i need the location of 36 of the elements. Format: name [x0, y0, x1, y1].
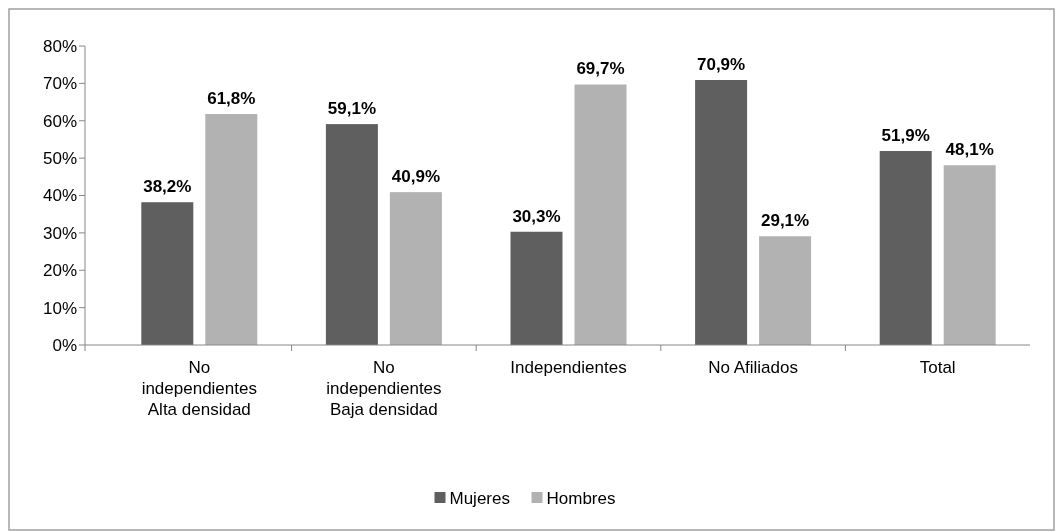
data-label: 70,9%: [697, 55, 746, 75]
bar: [205, 114, 258, 345]
y-tick-label: 0%: [52, 335, 77, 355]
bar: [759, 236, 812, 345]
data-label: 51,9%: [881, 126, 930, 146]
data-label: 38,2%: [143, 177, 192, 197]
x-tick-label: Independientes: [510, 358, 627, 377]
bar: [389, 192, 442, 345]
data-label: 61,8%: [207, 89, 256, 109]
data-label: 59,1%: [327, 99, 376, 119]
legend-label: Hombres: [546, 488, 616, 508]
x-tick-label: No Afiliados: [708, 358, 798, 377]
data-label: 40,9%: [391, 167, 440, 187]
bar: [695, 80, 748, 345]
data-label: 29,1%: [761, 211, 810, 231]
y-tick-label: 60%: [42, 111, 77, 131]
bar: [325, 124, 378, 345]
y-tick-label: 10%: [42, 298, 77, 318]
x-tick-label: Total: [919, 358, 956, 377]
bar: [510, 231, 563, 345]
x-tick-label: No independientes Baja densidad: [326, 358, 442, 419]
y-tick-label: 20%: [42, 261, 77, 281]
data-label: 48,1%: [945, 140, 994, 160]
bar: [879, 151, 932, 345]
y-tick-label: 30%: [42, 223, 77, 243]
bar: [574, 84, 627, 345]
bar: [943, 165, 996, 345]
y-tick-label: 50%: [42, 149, 77, 169]
x-tick-label: No independientes Alta densidad: [141, 358, 257, 419]
y-tick-label: 80%: [42, 36, 77, 56]
legend-label: Mujeres: [449, 488, 510, 508]
y-tick-label: 40%: [42, 186, 77, 206]
y-tick-label: 70%: [42, 74, 77, 94]
data-label: 30,3%: [512, 206, 561, 226]
data-label: 69,7%: [576, 59, 625, 79]
bar: [141, 202, 194, 345]
